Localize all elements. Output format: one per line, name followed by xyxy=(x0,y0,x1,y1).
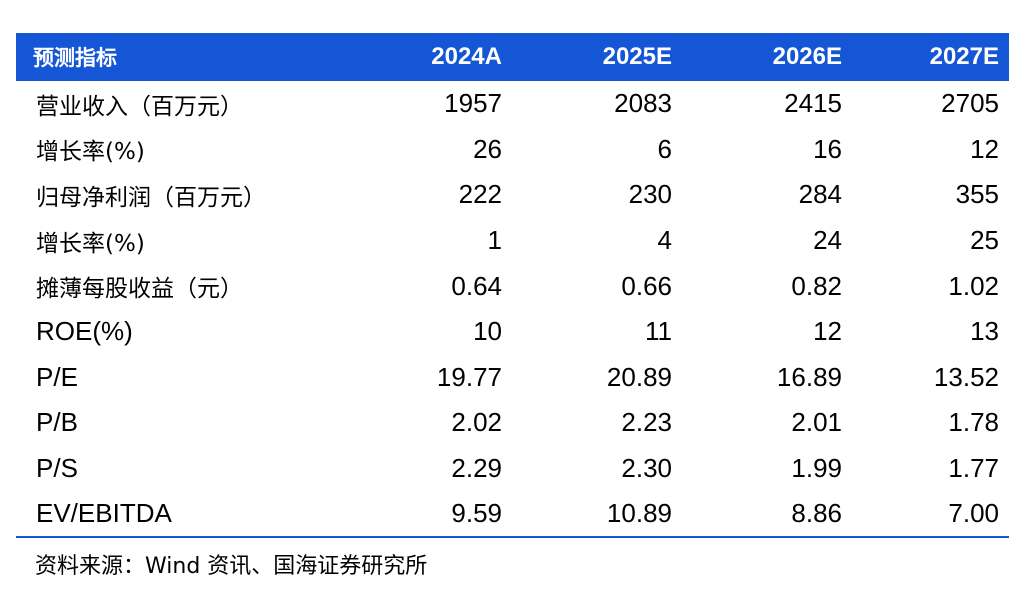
table-cell: 19.77 xyxy=(436,361,502,392)
source-note: 资料来源：Wind 资讯、国海证券研究所 xyxy=(35,554,428,579)
table-cell: 2.29 xyxy=(451,453,502,484)
header-2026e: 2026E xyxy=(772,43,842,70)
table-row: 增长率(%) 1 4 24 25 xyxy=(16,218,1009,264)
table-row: 增长率(%) 26 6 16 12 xyxy=(16,127,1009,173)
table-cell: 1.99 xyxy=(791,453,842,484)
table-cell: 1957 xyxy=(444,88,502,119)
table-body: 营业收入（百万元） 1957 2083 2415 2705 增长率(%) 26 … xyxy=(16,81,1009,538)
row-label: 归母净利润（百万元） xyxy=(36,184,266,211)
table-cell: 2415 xyxy=(784,88,842,119)
table-header: 预测指标 2024A 2025E 2026E 2027E xyxy=(16,33,1009,81)
table-cell: 13.52 xyxy=(933,361,999,392)
table-cell: 10.89 xyxy=(512,491,682,538)
forecast-table: 预测指标 2024A 2025E 2026E 2027E 营业收入（百万元） 1… xyxy=(16,33,1009,538)
row-label: 增长率(%) xyxy=(36,139,145,166)
table-cell: 11 xyxy=(645,316,672,347)
row-label: P/S xyxy=(36,453,78,484)
header-2025e: 2025E xyxy=(602,43,672,70)
table-cell: 10 xyxy=(473,316,502,347)
table-cell: 20.89 xyxy=(606,361,672,392)
table-cell: 24 xyxy=(813,225,842,256)
table-cell: 355 xyxy=(955,179,999,210)
table-cell: 0.64 xyxy=(451,270,502,301)
table-cell: 1.78 xyxy=(948,407,999,438)
row-label: ROE(%) xyxy=(36,316,133,347)
row-label: 增长率(%) xyxy=(36,230,145,257)
table-cell: 8.86 xyxy=(682,491,852,538)
table-cell: 2083 xyxy=(614,88,672,119)
table-cell: 0.66 xyxy=(621,270,672,301)
table-row: 归母净利润（百万元） 222 230 284 355 xyxy=(16,172,1009,218)
table-row: 摊薄每股收益（元） 0.64 0.66 0.82 1.02 xyxy=(16,263,1009,309)
table-cell: 222 xyxy=(458,179,502,210)
table-cell: 16 xyxy=(813,133,842,164)
table-cell: 13 xyxy=(970,316,999,347)
table-cell: 2.01 xyxy=(791,407,842,438)
table-cell: 1.02 xyxy=(948,270,999,301)
table-cell: 7.00 xyxy=(852,491,1009,538)
table-cell: 25 xyxy=(970,225,999,256)
table-cell: 2.30 xyxy=(621,453,672,484)
table-cell: 284 xyxy=(798,179,842,210)
table-cell: 230 xyxy=(628,179,672,210)
table-row: ROE(%) 10 11 12 13 xyxy=(16,309,1009,355)
table-cell: 1.77 xyxy=(948,453,999,484)
table-cell: 2705 xyxy=(941,88,999,119)
table-row: P/B 2.02 2.23 2.01 1.78 xyxy=(16,400,1009,446)
header-2024a: 2024A xyxy=(431,43,502,70)
table-cell: 4 xyxy=(657,225,672,256)
table-cell: 2.02 xyxy=(451,407,502,438)
table-row: EV/EBITDA 9.59 10.89 8.86 7.00 xyxy=(16,491,1009,538)
row-label: P/B xyxy=(36,407,78,438)
table-row: 营业收入（百万元） 1957 2083 2415 2705 xyxy=(16,81,1009,127)
table-row: P/E 19.77 20.89 16.89 13.52 xyxy=(16,355,1009,401)
table-cell: 12 xyxy=(813,316,842,347)
row-label: P/E xyxy=(36,361,78,392)
header-indicator: 预测指标 xyxy=(33,46,117,70)
table-cell: 0.82 xyxy=(791,270,842,301)
table-row: P/S 2.29 2.30 1.99 1.77 xyxy=(16,446,1009,492)
table-cell: 6 xyxy=(657,133,672,164)
forecast-table-container: 预测指标 2024A 2025E 2026E 2027E 营业收入（百万元） 1… xyxy=(16,33,1009,538)
table-cell: 26 xyxy=(473,133,502,164)
table-cell: 16.89 xyxy=(776,361,842,392)
header-row: 预测指标 2024A 2025E 2026E 2027E xyxy=(16,33,1009,81)
table-cell: 1 xyxy=(487,225,502,256)
row-label: 摊薄每股收益（元） xyxy=(36,276,243,303)
table-cell: 12 xyxy=(970,133,999,164)
row-label: EV/EBITDA xyxy=(16,491,349,538)
table-cell: 2.23 xyxy=(621,407,672,438)
row-label: 营业收入（百万元） xyxy=(36,93,243,120)
table-cell: 9.59 xyxy=(349,491,512,538)
header-2027e: 2027E xyxy=(929,43,999,70)
